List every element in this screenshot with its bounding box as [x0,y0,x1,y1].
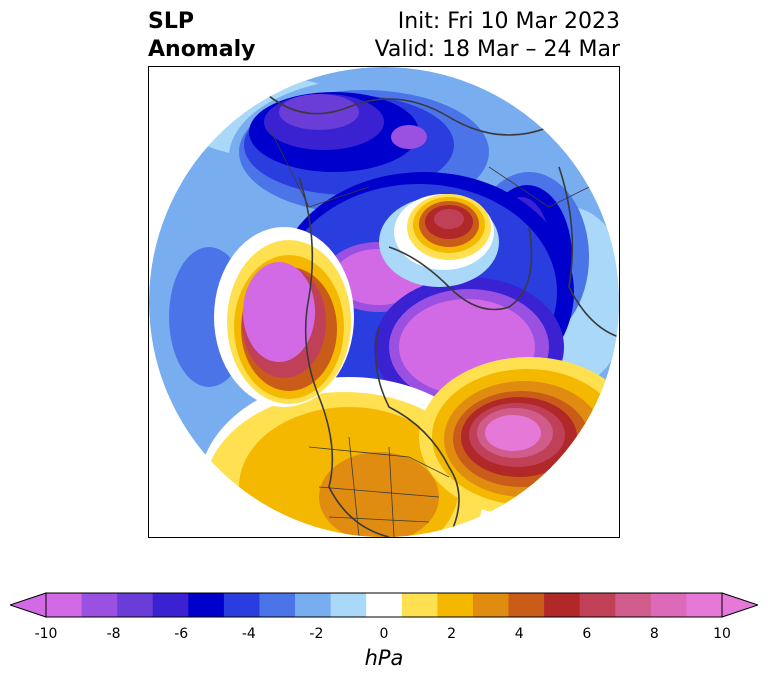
colorbar-tick-label: 10 [713,626,731,642]
colorbar-unit: hPa [364,646,404,670]
borders [268,126,590,537]
coastlines [258,86,619,537]
colorbar-extend-low [10,592,47,618]
colorbar-segment [330,593,367,617]
colorbar-segment [650,593,687,617]
colorbar-tick-label: -4 [241,626,256,642]
colorbar-segment [295,593,332,617]
colorbar-segment [223,593,260,617]
colorbar-tick-label: -6 [174,626,189,642]
colorbar-segment [472,593,510,617]
slp-anomaly-map [148,66,620,538]
colorbar-tick-label: 2 [447,626,457,642]
colorbar-outline [45,592,723,618]
colorbar [10,592,758,618]
colorbar-segment [188,593,225,617]
colorbar-tick-label: 4 [514,626,524,642]
colorbar-segment [152,593,189,617]
colorbar-tick-label: 8 [649,626,659,642]
colorbar-segment [508,593,545,617]
colorbar-extend-high [721,592,758,618]
colorbar-segment [544,593,581,617]
title-line-1: SLP [148,9,194,34]
colorbar-segment [366,593,403,617]
colorbar-tick-label: -2 [309,626,324,642]
colorbar-segment [437,593,474,617]
colorbar-segment [615,593,652,617]
init-date: Init: Fri 10 Mar 2023 [397,9,620,34]
colorbar-segment [117,593,154,617]
colorbar-tick-label: -8 [106,626,121,642]
colorbar-tick-label: 0 [379,626,389,642]
colorbar-tick-label: -10 [34,626,58,642]
colorbar-segment [579,593,616,617]
colorbar-tick-label: 6 [582,626,592,642]
init-valid-text: Init: Fri 10 Mar 2023 Valid: 18 Mar – 24… [375,8,620,64]
valid-range: Valid: 18 Mar – 24 Mar [374,37,620,62]
low-pressure-west [214,227,354,407]
high-pressure-southeast [419,357,619,517]
colorbar-segment [401,593,438,617]
colorbar-segment [259,593,296,617]
map-graphic [149,67,619,537]
map-title: SLP Anomaly [148,8,255,64]
colorbar-segment [686,593,723,617]
colorbar-segment [46,593,83,617]
colorbar-segments [46,593,723,617]
high-pressure-pole [379,194,499,287]
colorbar-segment [81,593,118,617]
title-line-2: Anomaly [148,37,256,62]
